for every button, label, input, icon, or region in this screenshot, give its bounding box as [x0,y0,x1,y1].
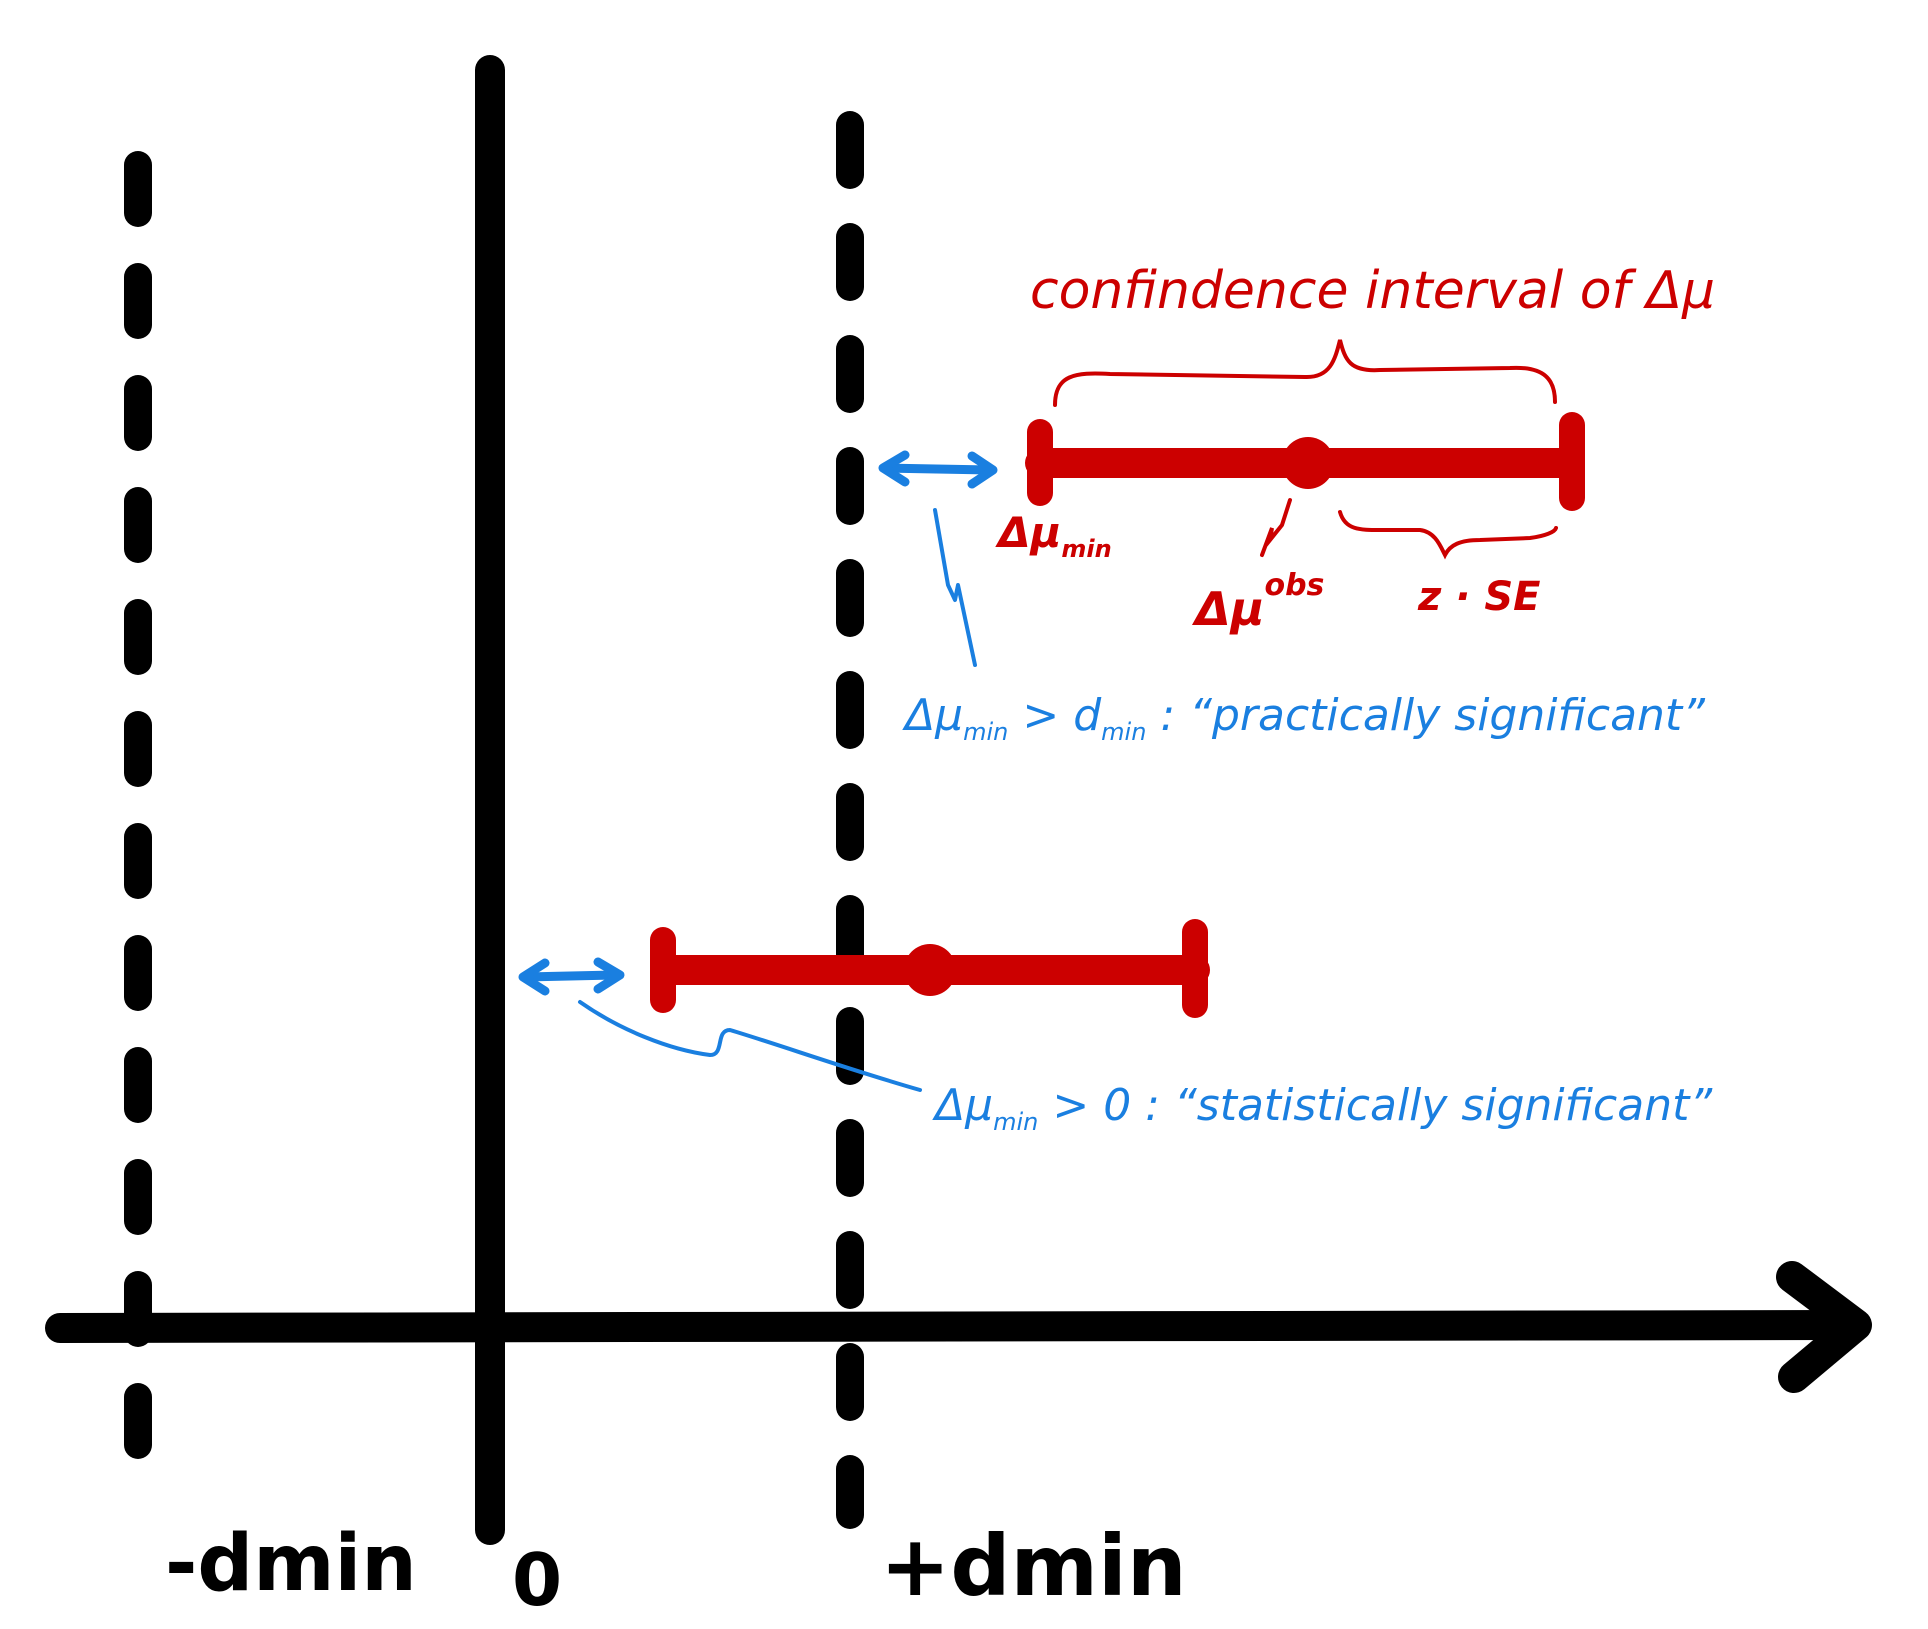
obs-label: Δμobs [1191,568,1324,636]
lower-bound-main: Δμ [995,508,1061,557]
neg-dmin-label: -dmin [165,1519,417,1609]
statistical-pointer [578,1000,922,1092]
practical-op: > d [1008,690,1102,741]
practical-lhs-sub: min [963,718,1008,746]
lower-interval-point [904,944,956,996]
zero-label: 0 [512,1538,562,1622]
axes-group [45,55,1872,1545]
practical-text: : “practically significant” [1146,690,1706,741]
halfwidth-label: z · SE [1417,574,1540,620]
practical-lhs-main: Δμ [902,690,963,741]
halfwidth-brace [1338,510,1558,560]
upper-interval [1025,339,1585,560]
x-axis-line [45,1310,1863,1343]
blue-annotations [518,450,998,1092]
upper-interval-brace [1053,339,1557,407]
lower-bound-label: Δμmin [995,508,1112,563]
pos-dmin-label: +dmin [880,1517,1187,1615]
statistical-annotation: Δμmin > 0 : “statistically significant” [932,1080,1713,1136]
practical-rhs-sub: min [1101,718,1146,746]
obs-main: Δμ [1191,582,1264,636]
upper-interval-title: confindence interval of Δμ [1030,261,1715,321]
lower-interval [650,919,1210,1018]
statistical-lhs-sub: min [993,1108,1038,1136]
statistical-text: > 0 : “statistically significant” [1038,1080,1713,1131]
statistical-lhs-main: Δμ [932,1080,993,1131]
double-arrow-icon [518,957,625,996]
upper-interval-point [1282,437,1334,489]
practical-annotation: Δμmin > dmin : “practically significant” [902,690,1706,746]
lower-bound-sub: min [1061,535,1111,563]
obs-pointer [1260,498,1292,557]
obs-sup: obs [1264,568,1324,603]
practical-pointer [933,508,977,667]
double-arrow-icon [878,450,998,489]
arrow-right-icon [1776,1261,1872,1393]
